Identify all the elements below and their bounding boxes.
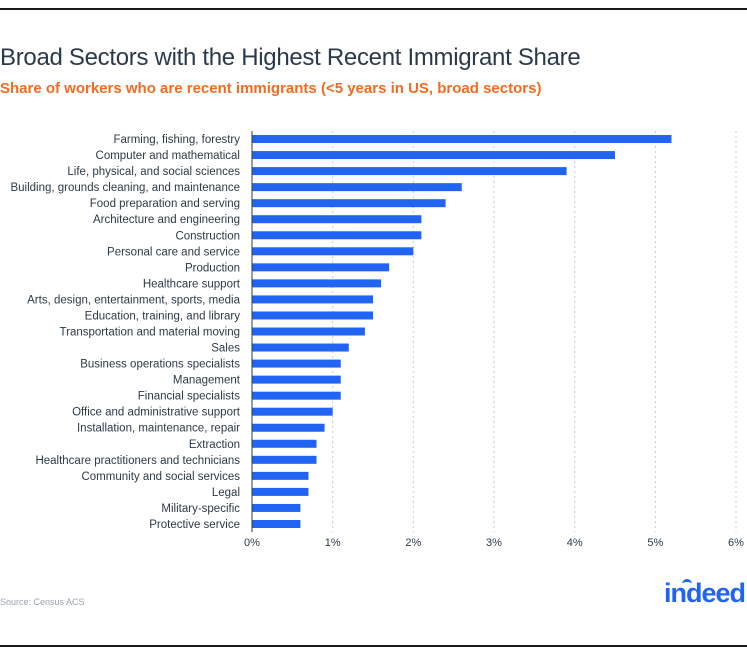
category-label: Food preparation and serving <box>90 198 240 210</box>
x-tick-label: 4% <box>567 537 583 549</box>
bar <box>252 199 446 208</box>
grid-lines <box>332 131 737 532</box>
category-label: Healthcare support <box>143 278 241 290</box>
category-label: Healthcare practitioners and technicians <box>35 455 240 467</box>
x-tick-label: 5% <box>647 537 663 549</box>
bar <box>252 247 414 256</box>
bar <box>252 471 309 480</box>
x-tick-label: 1% <box>325 537 341 549</box>
bar-chart: Farming, fishing, forestry Computer and m… <box>10 131 744 549</box>
bar <box>252 295 373 304</box>
bar <box>252 279 382 288</box>
category-label: Building, grounds cleaning, and maintena… <box>10 182 240 194</box>
bar <box>252 231 422 240</box>
bar <box>252 407 333 416</box>
category-label: Military-specific <box>161 503 240 515</box>
chart-subtitle: Share of workers who are recent immigran… <box>0 80 542 97</box>
category-label: Installation, maintenance, repair <box>77 423 240 435</box>
category-label: Production <box>185 262 240 274</box>
bar <box>252 375 341 384</box>
x-tick-label: 6% <box>728 537 744 549</box>
category-label: Life, physical, and social sciences <box>67 166 240 178</box>
category-label: Personal care and service <box>107 246 240 258</box>
bar <box>252 135 672 144</box>
bars <box>252 135 672 528</box>
bar <box>252 503 301 512</box>
bar <box>252 263 390 272</box>
x-tick-label: 0% <box>244 537 260 549</box>
category-label: Architecture and engineering <box>93 214 240 226</box>
x-tick-label: 3% <box>486 537 502 549</box>
category-label: Education, training, and library <box>85 310 241 322</box>
logo-accent-icon <box>682 579 692 584</box>
chart-title: Broad Sectors with the Highest Recent Im… <box>0 44 581 71</box>
bottom-rule <box>0 645 747 647</box>
bar <box>252 439 317 448</box>
source-note: Source: Census ACS <box>0 597 85 607</box>
bar <box>252 311 373 320</box>
category-label: Financial specialists <box>138 391 241 403</box>
bar <box>252 455 317 464</box>
category-label: Management <box>173 375 241 387</box>
category-label: Sales <box>211 343 240 355</box>
category-label: Computer and mathematical <box>96 150 240 162</box>
bar <box>252 167 567 176</box>
top-rule <box>0 8 747 10</box>
indeed-logo: indeed <box>664 578 746 608</box>
category-label: Community and social services <box>81 471 240 483</box>
category-label: Business operations specialists <box>80 359 240 371</box>
bar <box>252 519 301 528</box>
bar <box>252 487 309 496</box>
x-tick-labels: 0% 1% 2% 3% 4% 5% 6% <box>244 537 744 549</box>
bar <box>252 151 615 160</box>
bar <box>252 359 341 368</box>
category-label: Farming, fishing, forestry <box>113 134 240 146</box>
bar <box>252 343 349 352</box>
category-label: Protective service <box>149 519 240 531</box>
category-label: Construction <box>175 230 240 242</box>
bar <box>252 423 325 432</box>
category-labels: Farming, fishing, forestry Computer and m… <box>10 134 240 531</box>
bar <box>252 391 341 400</box>
bar <box>252 183 462 192</box>
category-label: Extraction <box>189 439 240 451</box>
category-label: Legal <box>212 487 240 499</box>
category-label: Office and administrative support <box>72 407 241 419</box>
x-tick-label: 2% <box>405 537 421 549</box>
bar <box>252 327 365 336</box>
category-label: Transportation and material moving <box>60 327 240 339</box>
category-label: Arts, design, entertainment, sports, med… <box>27 294 240 306</box>
bar <box>252 215 422 224</box>
